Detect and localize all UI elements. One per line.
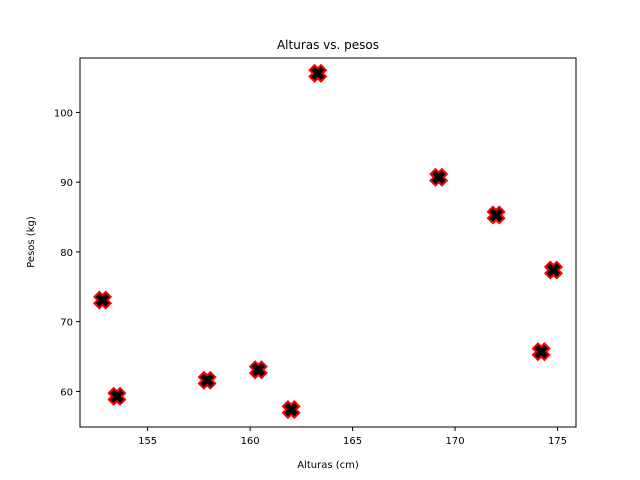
y-tick-label: 90 [60,178,73,189]
x-tick-label: 160 [241,436,260,447]
chart-title: Alturas vs. pesos [277,38,379,52]
y-tick-label: 80 [60,248,73,259]
y-tick-label: 100 [54,108,73,119]
data-point [248,360,268,380]
x-tick-label: 175 [548,436,567,447]
data-point [543,260,564,280]
x-tick-label: 165 [343,436,362,447]
data-point [197,370,217,390]
data-point [107,386,127,406]
y-tick-label: 60 [60,387,73,398]
y-axis-label: Pesos (kg) [26,216,37,268]
x-tick-label: 155 [138,436,157,447]
data-point [308,63,328,83]
y-tick-label: 70 [60,318,73,329]
x-tick-label: 170 [446,436,465,447]
x-axis-ticks: 155 160 165 170 175 [138,427,567,447]
data-point [429,167,449,187]
x-axis-label: Alturas (cm) [297,460,359,471]
points-layer [92,63,564,420]
plot-frame [79,57,577,428]
data-point [486,205,506,225]
data-point [281,400,301,420]
data-point [531,342,551,362]
y-axis-ticks: 60 70 80 90 100 [54,108,80,398]
data-point [92,290,113,310]
